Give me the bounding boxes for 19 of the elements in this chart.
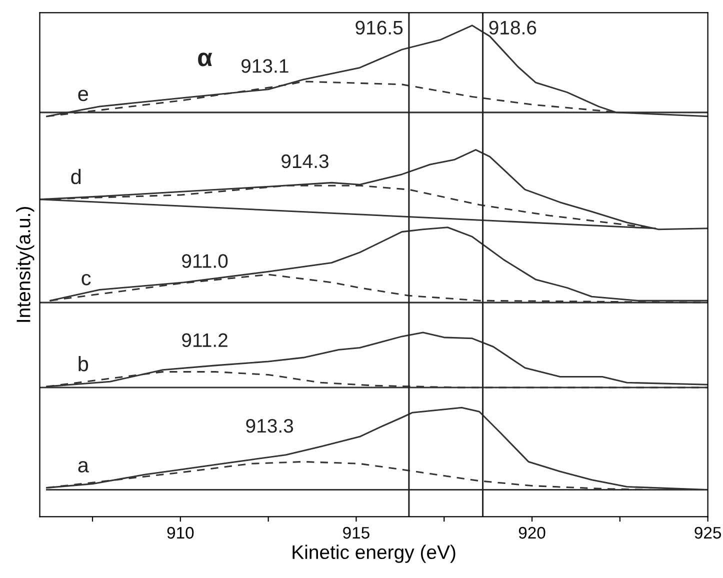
annotation: α [198, 52, 212, 66]
annotation: 913.3 [246, 418, 294, 433]
y-axis-title: Intensity(a.u.) [16, 207, 34, 322]
annotation: 911.0 [182, 254, 228, 268]
series-label: c [82, 274, 91, 286]
annotation: 914.3 [282, 154, 328, 168]
annotation: 913.1 [241, 59, 288, 73]
series-label: a [78, 461, 89, 473]
x-axis-title: Kinetic energy (eV) [292, 544, 456, 563]
series-label: d [71, 168, 81, 184]
x-tick-label: 920 [518, 526, 546, 539]
x-tick-label: 915 [343, 526, 370, 539]
ref-line-label: 918.6 [489, 20, 536, 35]
x-tick-label: 925 [694, 526, 722, 539]
series-label: b [78, 356, 88, 372]
series-label: e [78, 90, 88, 102]
ref-line-label: 916.5 [356, 20, 403, 35]
x-tick-label: 910 [167, 526, 194, 539]
annotation: 911.2 [182, 333, 228, 348]
